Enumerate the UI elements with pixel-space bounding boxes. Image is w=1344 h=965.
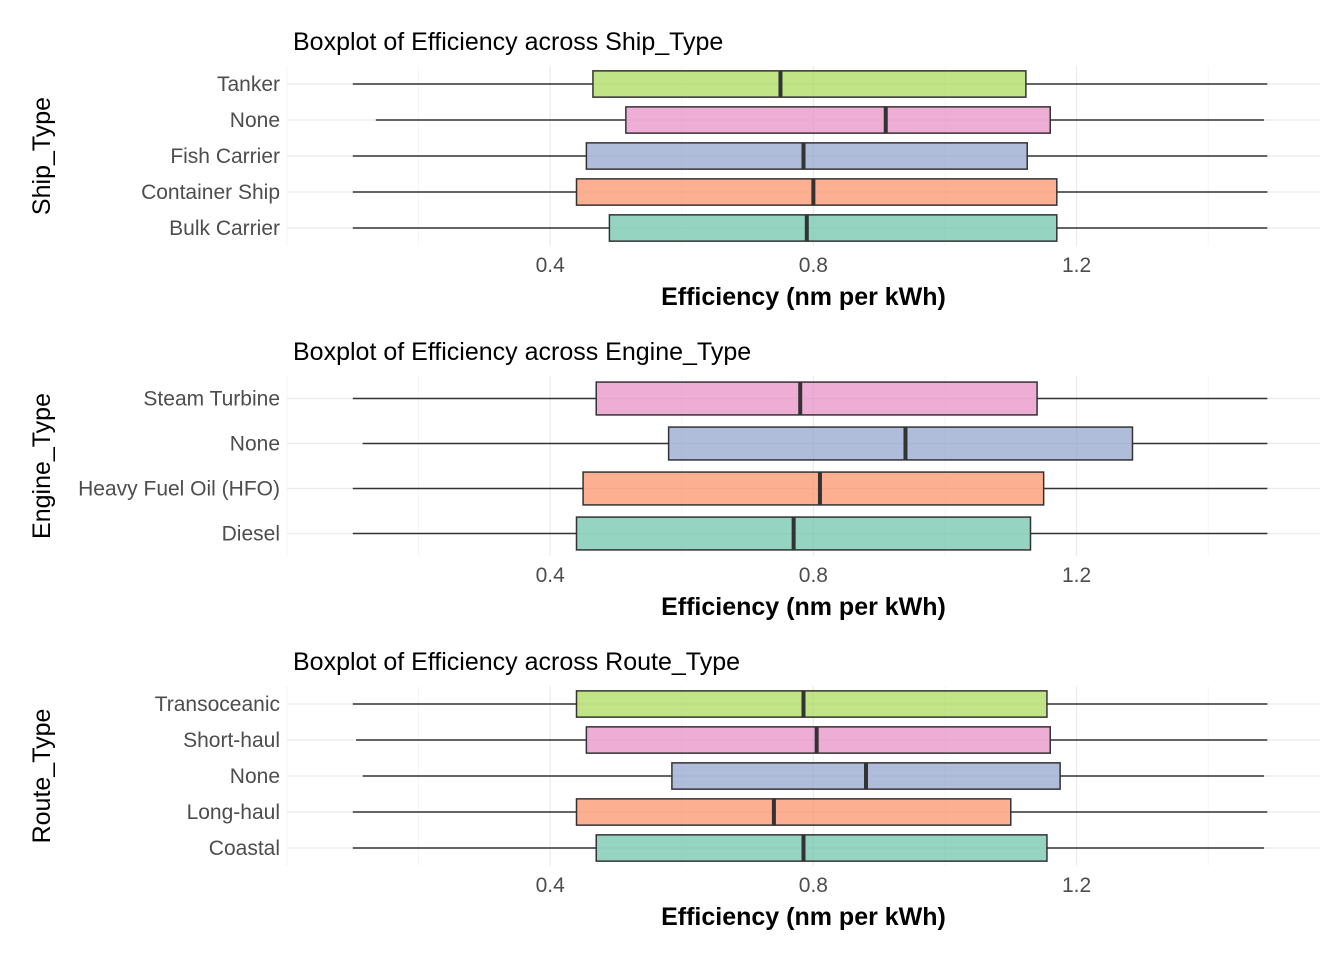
category-label: Heavy Fuel Oil (HFO) [78,478,280,501]
box-bulk-carrier [352,214,1268,242]
y-axis-title: Engine_Type [28,393,56,539]
box-heavy-fuel-oil-hfo- [352,471,1268,506]
box-iqr [582,471,1045,506]
category-label: Bulk Carrier [169,217,280,240]
x-tick-label: 0.8 [799,874,828,897]
x-tick-label: 0.4 [536,254,566,277]
box-iqr [575,516,1032,551]
box-none [362,762,1265,790]
box-iqr [592,70,1027,98]
category-label: Coastal [209,837,280,860]
chart-title: Boxplot of Efficiency across Engine_Type [293,338,751,366]
category-label: Diesel [222,523,280,546]
category-label: None [230,109,280,132]
category-label: Container Ship [141,181,280,204]
box-tanker [352,70,1268,98]
y-axis-title: Ship_Type [28,97,56,215]
x-axis-title: Efficiency (nm per kWh) [661,903,946,931]
box-iqr [585,142,1028,170]
category-label: None [230,765,280,788]
box-long-haul [352,798,1268,826]
category-label: Short-haul [183,729,280,752]
x-axis-title: Efficiency (nm per kWh) [661,593,946,621]
chart-title: Boxplot of Efficiency across Ship_Type [293,28,723,56]
box-iqr [575,690,1048,718]
x-tick-label: 1.2 [1062,254,1091,277]
box-diesel [352,516,1268,551]
x-tick-label: 0.4 [536,564,566,587]
box-none [362,426,1268,461]
box-fish-carrier [352,142,1268,170]
box-iqr [595,834,1048,862]
box-iqr [595,381,1038,416]
y-axis-title: Route_Type [28,709,56,844]
box-container-ship [352,178,1268,206]
x-tick-label: 1.2 [1062,564,1091,587]
box-iqr [625,106,1051,134]
x-axis-title: Efficiency (nm per kWh) [661,283,946,311]
box-coastal [352,834,1265,862]
category-label: Tanker [217,73,280,96]
x-tick-label: 0.8 [799,564,828,587]
boxplot-panel-2: Boxplot of Efficiency across Engine_Type… [28,338,1320,621]
category-label: Long-haul [187,801,280,824]
box-steam-turbine [352,381,1268,416]
category-label: Fish Carrier [170,145,280,168]
box-short-haul [356,726,1268,754]
box-iqr [575,178,1058,206]
boxplot-panel-3: Boxplot of Efficiency across Route_Type R… [28,648,1320,931]
category-label: Transoceanic [155,693,280,716]
chart-title: Boxplot of Efficiency across Route_Type [293,648,740,676]
box-iqr [608,214,1058,242]
box-transoceanic [352,690,1268,718]
category-label: None [230,433,280,456]
x-tick-label: 0.4 [536,874,566,897]
box-iqr [667,426,1134,461]
x-tick-label: 0.8 [799,254,828,277]
boxplot-panel-1: Boxplot of Efficiency across Ship_Type Sh… [28,28,1320,311]
category-label: Steam Turbine [143,388,280,411]
box-iqr [575,798,1012,826]
x-tick-label: 1.2 [1062,874,1091,897]
box-none [375,106,1265,134]
